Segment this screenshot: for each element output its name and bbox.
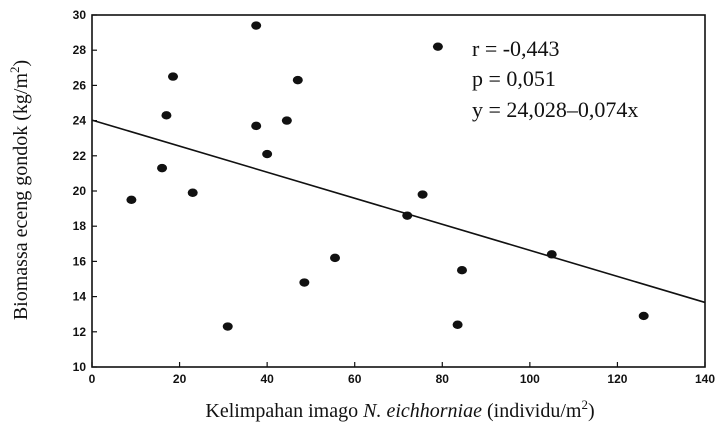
points-layer [126, 21, 649, 331]
data-point [432, 42, 443, 51]
data-point [452, 320, 463, 329]
data-point [157, 163, 168, 173]
x-tick-label: 60 [348, 372, 362, 386]
y-tick-label: 26 [73, 78, 87, 92]
x-axis-title-species: N. eichhorniae [362, 400, 482, 422]
x-axis-title-unit: (individu/m [482, 400, 582, 422]
y-tick-label: 14 [73, 290, 87, 304]
x-tick-label: 100 [520, 372, 540, 386]
x-axis-title-sup: 2 [581, 397, 588, 412]
x-tick-label: 120 [607, 372, 627, 386]
data-point [187, 188, 198, 197]
annotation-equation: y = 24,028–0,074x [472, 97, 638, 122]
x-axis-title: Kelimpahan imago N. eichhorniae (individ… [205, 397, 594, 422]
data-point [402, 211, 413, 220]
annotation-r: r = -0,443 [472, 36, 560, 61]
data-point [262, 149, 273, 159]
y-tick-label: 16 [73, 254, 87, 268]
y-tick-label: 24 [73, 114, 87, 128]
data-point [417, 190, 428, 199]
y-axis-title-close: ) [10, 60, 32, 67]
regression-layer [91, 119, 706, 304]
ticks-layer: 0 20 40 60 80 100 120 140 10 12 14 16 18 20 22 24 26 28 30 [73, 8, 716, 386]
y-tick-label: 22 [73, 149, 87, 163]
data-point [222, 322, 233, 331]
data-point [456, 266, 467, 275]
data-point [330, 253, 341, 263]
annotation-p: p = 0,051 [472, 66, 556, 91]
regression-line [91, 119, 706, 304]
data-point [168, 72, 179, 81]
data-point [299, 278, 310, 287]
y-tick-label: 10 [73, 360, 87, 374]
y-tick-label: 12 [73, 325, 87, 339]
x-tick-label: 0 [89, 372, 96, 386]
y-axis-title-sup: 2 [7, 66, 22, 73]
data-point [251, 121, 262, 131]
x-tick-label: 20 [173, 372, 187, 386]
data-point [161, 111, 172, 120]
y-tick-label: 20 [73, 184, 87, 198]
data-point [281, 116, 292, 125]
data-point [251, 21, 262, 30]
data-point [546, 250, 557, 259]
x-tick-label: 80 [436, 372, 450, 386]
data-point [126, 195, 137, 204]
stats-annotation: r = -0,443 p = 0,051 y = 24,028–0,074x [472, 36, 638, 122]
plot-area-frame [91, 14, 706, 368]
y-tick-label: 18 [73, 219, 87, 233]
y-axis-title: Biomassa eceng gondok (kg/m2) [7, 60, 32, 320]
x-axis-title-prefix: Kelimpahan imago [205, 400, 363, 422]
y-tick-label: 30 [73, 8, 87, 22]
y-axis-title-prefix: Biomassa eceng gondok (kg/m [10, 73, 32, 321]
x-axis-title-close: ) [588, 400, 595, 422]
data-point [292, 75, 303, 85]
x-tick-label: 140 [695, 372, 715, 386]
x-tick-label: 40 [260, 372, 274, 386]
y-tick-label: 28 [73, 43, 87, 57]
data-point [638, 311, 649, 321]
